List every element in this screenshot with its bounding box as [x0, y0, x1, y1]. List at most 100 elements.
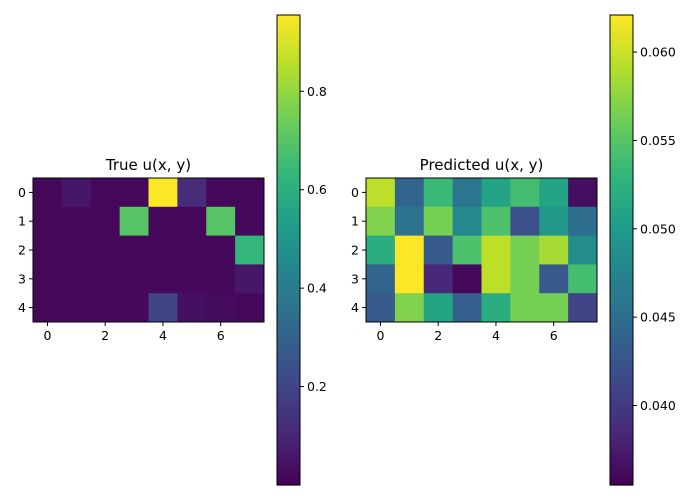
- colorbar-segment: [610, 465, 633, 470]
- colorbar-segment: [277, 253, 300, 259]
- colorbar-segment: [610, 383, 633, 388]
- colorbar-segment: [277, 81, 300, 87]
- colorbar-segment: [277, 132, 300, 138]
- colorbar-segment: [610, 109, 633, 114]
- colorbar-segment: [610, 73, 633, 79]
- colorbar-segment: [277, 54, 300, 59]
- colorbar-segment: [610, 293, 633, 298]
- colorbar-segment: [610, 441, 633, 447]
- colorbar-segment: [277, 277, 300, 282]
- colorbar-segment: [277, 344, 300, 349]
- colorbar-segment: [610, 132, 633, 138]
- colorbar-segment: [610, 128, 633, 134]
- colorbar-segment: [277, 46, 300, 51]
- heatmap-cell: [539, 235, 569, 265]
- heatmap-cell: [510, 264, 540, 294]
- colorbar-segment: [610, 214, 633, 220]
- colorbar-tick-label: 0.040: [640, 398, 676, 413]
- colorbar-segment: [277, 477, 300, 482]
- y-tick-label: 3: [18, 271, 26, 286]
- colorbar-segment: [277, 261, 300, 267]
- heatmap-cell: [61, 178, 92, 208]
- heatmap-cell: [539, 206, 569, 236]
- colorbar-segment: [277, 206, 300, 212]
- colorbar-segment: [277, 230, 300, 235]
- colorbar-segment: [277, 148, 300, 153]
- colorbar-segment: [277, 371, 300, 376]
- heatmap-cell: [177, 206, 207, 236]
- colorbar-segment: [277, 257, 300, 263]
- colorbar-segment: [610, 152, 633, 157]
- colorbar-segment: [610, 316, 633, 322]
- colorbar-segment: [610, 101, 633, 106]
- colorbar-segment: [277, 179, 300, 185]
- colorbar-segment: [610, 246, 633, 251]
- heatmap-cell: [539, 293, 569, 323]
- colorbar-segment: [277, 156, 300, 161]
- colorbar-segment: [610, 285, 633, 290]
- colorbar-segment: [610, 281, 633, 286]
- colorbar-segment: [277, 394, 300, 400]
- colorbar-segment: [610, 120, 633, 126]
- colorbar-segment: [277, 265, 300, 271]
- x-tick-label: 2: [101, 328, 109, 343]
- heatmap-cell: [177, 264, 207, 294]
- colorbar-segment: [277, 465, 300, 470]
- x-tick-label: 6: [217, 328, 225, 343]
- colorbar-segment: [610, 340, 633, 345]
- x-tick-label: 4: [159, 328, 167, 343]
- colorbar-segment: [277, 422, 300, 427]
- heatmap-cell: [394, 293, 425, 323]
- colorbar-segment: [610, 410, 633, 416]
- heatmap-cell: [235, 264, 265, 294]
- colorbar-segment: [277, 242, 300, 247]
- heatmap-cell: [568, 206, 598, 236]
- heatmap-cell: [148, 264, 178, 294]
- colorbar-segment: [610, 179, 633, 185]
- colorbar-segment: [610, 481, 633, 486]
- colorbar-segment: [610, 112, 633, 118]
- heatmap-cell: [510, 293, 540, 323]
- colorbar-segment: [610, 34, 633, 40]
- colorbar-frame: [276, 14, 301, 486]
- colorbar-segment: [277, 469, 300, 474]
- colorbar-segment: [610, 297, 633, 302]
- colorbar-segment: [277, 398, 300, 404]
- colorbar-segment: [610, 461, 633, 467]
- colorbar-segment: [610, 277, 633, 282]
- colorbar-segment: [610, 312, 633, 318]
- colorbar-segment: [610, 18, 633, 24]
- colorbar-segment: [610, 218, 633, 224]
- colorbar-segment: [610, 206, 633, 212]
- colorbar-segment: [277, 269, 300, 275]
- colorbar-segment: [610, 54, 633, 59]
- colorbar-segment: [610, 93, 633, 98]
- colorbar-segment: [277, 152, 300, 157]
- colorbar-segment: [277, 214, 300, 220]
- colorbar-segment: [610, 394, 633, 400]
- colorbar-tick-label: 0.045: [640, 310, 676, 325]
- heatmap-cell: [423, 206, 454, 236]
- colorbar-segment: [277, 77, 300, 83]
- colorbar-segment: [610, 89, 633, 94]
- y-tick-label: 4: [18, 300, 26, 315]
- colorbar-segment: [277, 379, 300, 384]
- heatmap-cell: [33, 178, 63, 208]
- colorbar-segment: [277, 453, 300, 459]
- colorbar-segment: [610, 58, 633, 63]
- colorbar-segment: [610, 379, 633, 384]
- colorbar-segment: [610, 453, 633, 459]
- colorbar-segment: [277, 246, 300, 251]
- colorbar-segment: [610, 22, 633, 28]
- colorbar-segment: [277, 316, 300, 322]
- colorbar-segment: [610, 253, 633, 259]
- colorbar-segment: [610, 300, 633, 306]
- colorbar-segment: [610, 269, 633, 275]
- heatmap-cell: [61, 293, 92, 323]
- colorbar-segment: [277, 30, 300, 36]
- heatmap-cell: [481, 206, 511, 236]
- colorbar-segment: [610, 402, 633, 408]
- heatmap-cell: [452, 235, 482, 265]
- heatmap-cell: [539, 264, 569, 294]
